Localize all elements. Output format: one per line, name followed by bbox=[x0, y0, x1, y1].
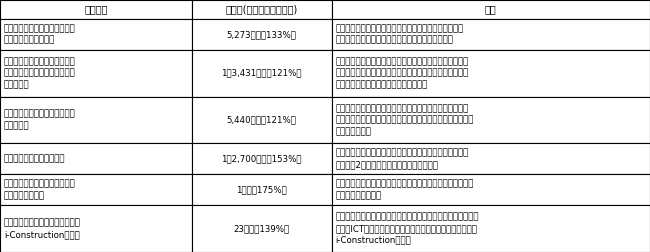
Text: 要求額(前年度当初予算比): 要求額(前年度当初予算比) bbox=[226, 5, 298, 14]
Bar bbox=[332, 205, 650, 252]
Bar bbox=[332, 50, 650, 97]
Text: 「水防災意識社会」の再構築に
向けた水害対策の推進: 「水防災意識社会」の再構築に 向けた水害対策の推進 bbox=[4, 24, 75, 45]
Text: 女性活用の推進、社会保険加入の徹底・定着、建設リカレン
ト教育の推進を図る: 女性活用の推進、社会保険加入の徹底・定着、建設リカレン ト教育の推進を図る bbox=[335, 180, 474, 200]
Bar bbox=[332, 0, 650, 19]
Bar bbox=[192, 174, 332, 205]
Bar bbox=[192, 143, 332, 174]
Bar bbox=[0, 0, 192, 19]
Text: 中小河川を含む河川の氾濫等に社会全体で備えるための
ハード・ソフト一体となった防災・減災対策を強化: 中小河川を含む河川の氾濫等に社会全体で備えるための ハード・ソフト一体となった防… bbox=[335, 24, 463, 45]
Text: 5,273億円（133%）: 5,273億円（133%） bbox=[227, 30, 296, 39]
Bar bbox=[332, 174, 650, 205]
Bar bbox=[0, 97, 192, 143]
Text: 概要: 概要 bbox=[485, 5, 497, 14]
Text: 1億円（175%）: 1億円（175%） bbox=[236, 185, 287, 194]
Text: 頻発する風水害・土砂災害や大規模地震・津波に対する防
災・減災対策、インフラ長寿化計画を踏まえた老朽化対策
等、地方公共団体の取組を集中的に支援: 頻発する風水害・土砂災害や大規模地震・津波に対する防 災・減災対策、インフラ長寿… bbox=[335, 57, 469, 89]
Text: オープンイノベーション等による
i-Constructionの推進: オープンイノベーション等による i-Constructionの推進 bbox=[4, 218, 81, 239]
Text: 国民の安全・安心確保のため、インフラ長寿化計画に基づ
き、将来にわたって必要なインフラの機能を発揮し続けるた
めの取組の推進: 国民の安全・安心確保のため、インフラ長寿化計画に基づ き、将来にわたって必要なイ… bbox=[335, 104, 474, 136]
Bar bbox=[192, 19, 332, 50]
Bar bbox=[332, 19, 650, 50]
Text: 1億2,700万円（153%）: 1億2,700万円（153%） bbox=[222, 154, 302, 163]
Bar bbox=[192, 0, 332, 19]
Text: オープンデータ・イノベーション等による新技術の開発・現場
導入、ICT活用の拡大、施工時期の平準化等の取組により、
i-Constructionを推進: オープンデータ・イノベーション等による新技術の開発・現場 導入、ICT活用の拡大… bbox=[335, 213, 479, 245]
Bar bbox=[0, 205, 192, 252]
Text: 建設業の働き方改革の推進: 建設業の働き方改革の推進 bbox=[4, 154, 66, 163]
Bar bbox=[0, 143, 192, 174]
Bar bbox=[332, 97, 650, 143]
Bar bbox=[192, 50, 332, 97]
Text: 23億円（139%）: 23億円（139%） bbox=[233, 224, 290, 233]
Text: 誰もが安心して働き続けられる
建設業の環境整備: 誰もが安心して働き続けられる 建設業の環境整備 bbox=[4, 180, 75, 200]
Text: 1兆3,431億円（121%）: 1兆3,431億円（121%） bbox=[222, 69, 302, 78]
Bar bbox=[0, 50, 192, 97]
Bar bbox=[0, 19, 192, 50]
Bar bbox=[332, 143, 650, 174]
Text: 働き方改革関連法を踏まえ、建設業における長時間労働是
正、週休2日の確保等に向けて対策を講じる: 働き方改革関連法を踏まえ、建設業における長時間労働是 正、週休2日の確保等に向け… bbox=[335, 148, 469, 169]
Bar bbox=[192, 97, 332, 143]
Text: 5,440億円（121%）: 5,440億円（121%） bbox=[227, 115, 296, 124]
Text: 予算項目: 予算項目 bbox=[84, 5, 108, 14]
Text: 地域における総合的な防災・減
災対策、老朽化対策等に対する
集中的支援: 地域における総合的な防災・減 災対策、老朽化対策等に対する 集中的支援 bbox=[4, 57, 75, 89]
Bar bbox=[0, 174, 192, 205]
Bar bbox=[192, 205, 332, 252]
Text: 将来を見据えたインフラ老朽化
対策の推進: 将来を見据えたインフラ老朽化 対策の推進 bbox=[4, 110, 75, 130]
